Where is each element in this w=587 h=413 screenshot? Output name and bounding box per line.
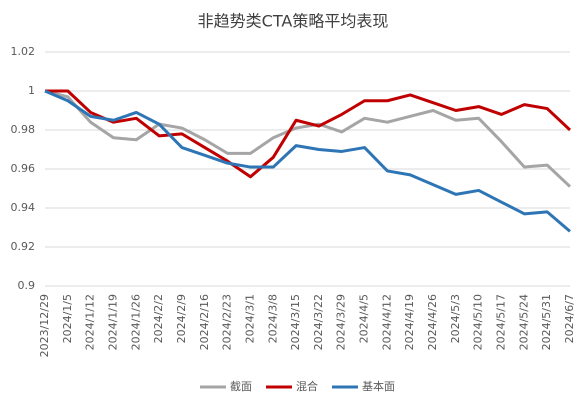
series-line xyxy=(44,89,572,188)
x-tick-label: 2024/3/1 xyxy=(243,294,256,343)
chart-title: 非趋势类CTA策略平均表现 xyxy=(198,12,389,31)
x-tick-label: 2024/4/19 xyxy=(403,294,416,350)
series-line xyxy=(44,89,571,233)
x-tick-label: 2024/1/5 xyxy=(61,294,74,343)
y-tick-label: 0.9 xyxy=(18,279,36,292)
x-tick-label: 2024/4/26 xyxy=(426,294,439,350)
x-tick-label: 2024/3/8 xyxy=(266,294,279,343)
x-tick-label: 2024/5/3 xyxy=(449,294,462,343)
x-tick-label: 2024/5/17 xyxy=(495,294,508,350)
x-tick-label: 2024/5/24 xyxy=(517,294,530,350)
x-tick-label: 2023/12/29 xyxy=(38,294,51,357)
x-tick-label: 2024/5/10 xyxy=(472,294,485,350)
x-tick-label: 2024/4/12 xyxy=(380,294,393,350)
x-tick-label: 2024/3/22 xyxy=(312,294,325,350)
y-tick-label: 0.92 xyxy=(11,240,36,253)
legend-label: 混合 xyxy=(296,379,318,393)
x-tick-label: 2024/2/16 xyxy=(198,294,211,350)
x-tick-label: 2024/4/5 xyxy=(358,294,371,343)
y-tick-label: 1 xyxy=(28,84,35,97)
series-line xyxy=(45,89,572,179)
x-tick-label: 2024/2/2 xyxy=(152,294,165,343)
x-tick-label: 2024/5/31 xyxy=(540,294,553,350)
y-tick-label: 1.02 xyxy=(11,45,36,58)
x-tick-label: 2024/1/12 xyxy=(84,294,97,350)
x-tick-label: 2024/1/19 xyxy=(106,294,119,350)
x-tick-label: 2024/6/7 xyxy=(563,294,576,343)
x-tick-label: 2024/1/26 xyxy=(129,294,142,350)
y-tick-label: 0.94 xyxy=(11,201,36,214)
legend-label: 截面 xyxy=(230,379,252,393)
x-tick-label: 2024/3/15 xyxy=(289,294,302,350)
x-tick-label: 2024/3/29 xyxy=(335,294,348,350)
x-tick-label: 2024/2/23 xyxy=(221,294,234,350)
x-tick-label: 2024/2/9 xyxy=(175,294,188,343)
y-tick-label: 0.96 xyxy=(11,162,36,175)
legend-label: 基本面 xyxy=(362,379,395,393)
y-tick-label: 0.98 xyxy=(11,123,36,136)
